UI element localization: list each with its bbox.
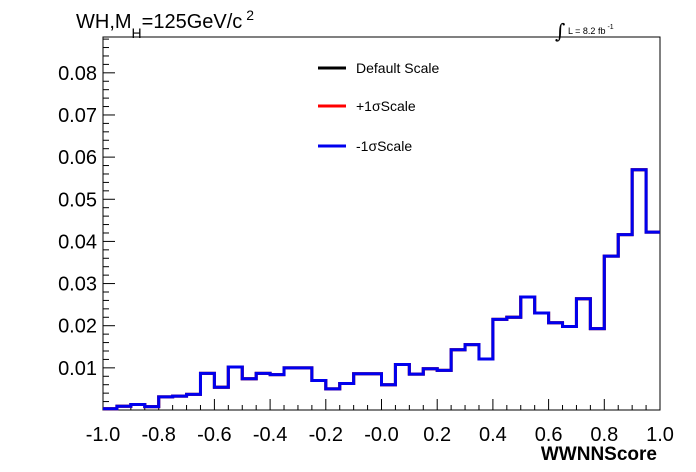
title-superscript: 2 xyxy=(246,7,254,23)
luminosity-integral-symbol: ∫ xyxy=(555,19,565,43)
title-subscript: H xyxy=(132,25,142,41)
x-tick-label: 0.6 xyxy=(535,424,563,446)
legend: Default Scale +1σScale -1σScale xyxy=(318,60,439,154)
histogram-series xyxy=(103,168,660,411)
y-tick-label: 0.02 xyxy=(58,316,97,338)
legend-label-plus-sigma-scale: +1σScale xyxy=(356,98,416,114)
x-tick-label: -1.0 xyxy=(86,424,120,446)
x-tick-label: -0.4 xyxy=(253,424,287,446)
x-axis-ticks: -1.0 -0.8 -0.6 -0.4 -0.2 -0.0 0.2 0.4 0.6 0.8 1.0 xyxy=(86,399,674,446)
y-tick-label: 0.01 xyxy=(58,358,97,380)
x-tick-label: 0.8 xyxy=(590,424,618,446)
title-rest: =125GeV/c xyxy=(142,11,243,33)
x-tick-label: -0.8 xyxy=(141,424,175,446)
x-tick-label: -0.6 xyxy=(197,424,231,446)
plot-frame xyxy=(102,36,661,411)
x-axis-title: WWNNScore xyxy=(541,444,657,465)
title-main: WH,M xyxy=(76,11,132,33)
x-tick-label: -0.2 xyxy=(309,424,343,446)
series-line-1-scale xyxy=(103,168,660,411)
x-tick-label: 1.0 xyxy=(646,424,674,446)
x-tick-label: 0.2 xyxy=(423,424,451,446)
y-tick-label: 0.03 xyxy=(58,274,97,296)
x-tick-label: -0.0 xyxy=(364,424,398,446)
chart-title: WH,MH=125GeV/c 2 xyxy=(76,7,254,41)
legend-label-minus-sigma-scale: -1σScale xyxy=(356,138,412,154)
legend-label-default-scale: Default Scale xyxy=(356,60,439,76)
x-tick-label: 0.4 xyxy=(479,424,507,446)
y-tick-label: 0.05 xyxy=(58,189,97,211)
luminosity-superscript: -1 xyxy=(607,24,613,31)
luminosity-label: L = 8.2 fb -1 xyxy=(568,24,614,36)
y-tick-label: 0.07 xyxy=(58,105,97,127)
y-tick-label: 0.04 xyxy=(58,231,97,253)
y-tick-label: 0.06 xyxy=(58,147,97,169)
y-axis-ticks: 0.01 0.02 0.03 0.04 0.05 0.06 0.07 0.08 xyxy=(58,38,115,403)
y-tick-label: 0.08 xyxy=(58,63,97,85)
luminosity-text: L = 8.2 fb xyxy=(568,26,605,36)
